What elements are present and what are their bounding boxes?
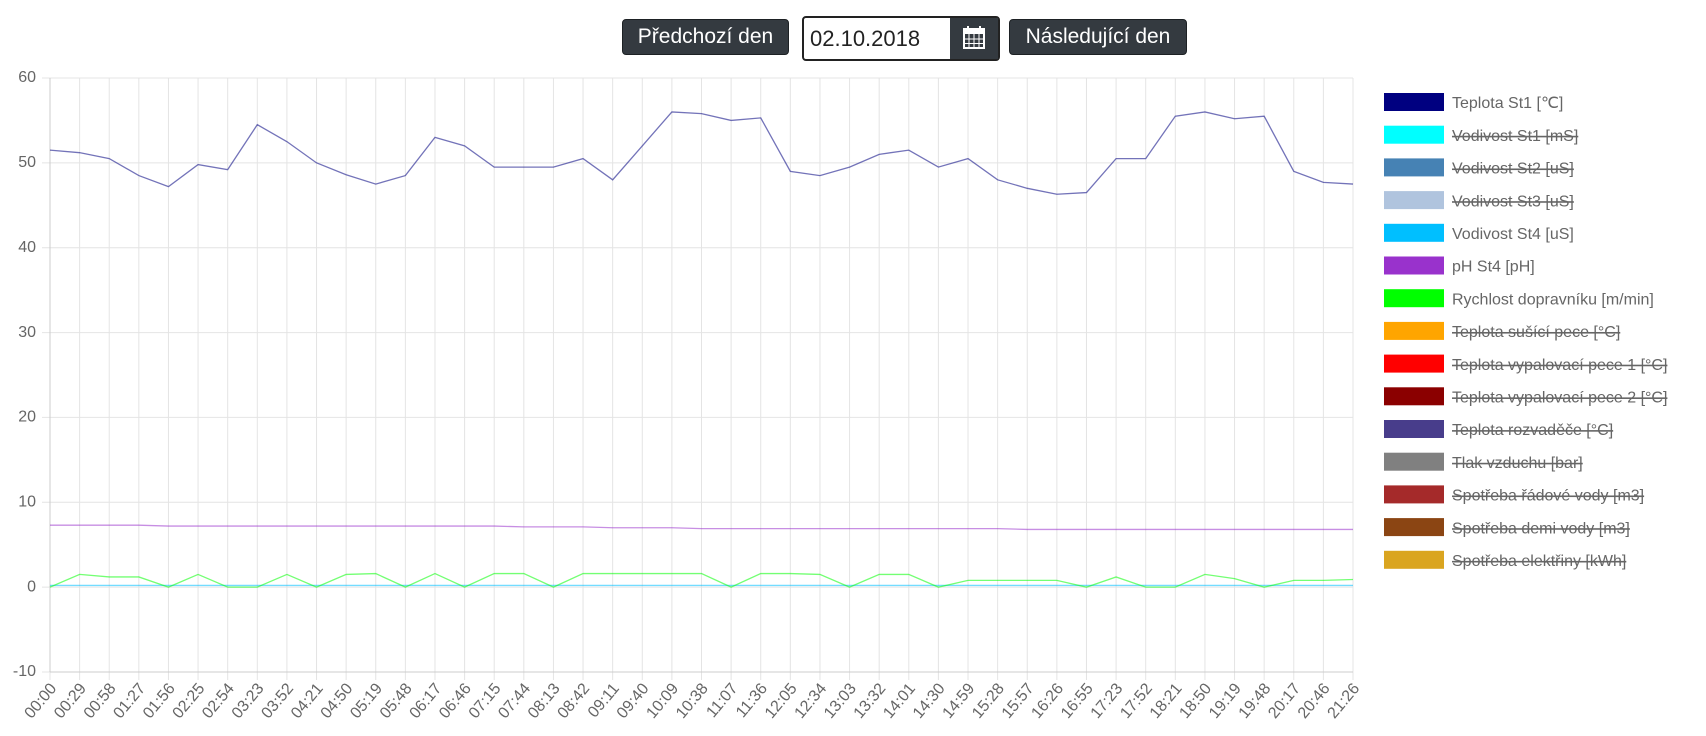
legend-label: Rychlost dopravníku [m/min] bbox=[1452, 291, 1654, 308]
x-tick-label: 04:50 bbox=[318, 680, 357, 722]
next-day-button[interactable]: Následující den bbox=[1009, 19, 1187, 55]
x-tick-label: 17:52 bbox=[1117, 680, 1156, 722]
legend-swatch bbox=[1384, 125, 1444, 144]
legend-label: Teplota vypalovací pece 1 [°C] bbox=[1452, 357, 1667, 374]
x-tick-label: 21:26 bbox=[1325, 680, 1364, 722]
x-tick-label: 05:48 bbox=[377, 680, 416, 722]
x-tick-label: 00:29 bbox=[51, 680, 90, 722]
legend-swatch bbox=[1384, 354, 1444, 373]
x-tick-label: 09:40 bbox=[614, 680, 653, 722]
legend-label: pH St4 [pH] bbox=[1452, 259, 1535, 276]
x-tick-label: 06:17 bbox=[407, 680, 446, 722]
x-tick-label: 02:25 bbox=[170, 680, 209, 722]
y-tick-label: 40 bbox=[18, 239, 36, 256]
x-tick-label: 00:00 bbox=[22, 680, 61, 722]
y-tick-label: -10 bbox=[13, 663, 36, 680]
x-tick-label: 18:21 bbox=[1147, 680, 1186, 722]
prev-day-button[interactable]: Předchozí den bbox=[622, 19, 789, 55]
series-line bbox=[49, 111, 1354, 195]
x-tick-label: 16:26 bbox=[1028, 680, 1067, 722]
x-tick-label: 03:23 bbox=[229, 680, 268, 722]
y-tick-label: 0 bbox=[27, 578, 36, 595]
legend-label: Teplota vypalovací pece 2 [°C] bbox=[1452, 390, 1667, 407]
x-tick-label: 10:09 bbox=[643, 680, 682, 722]
legend-swatch bbox=[1384, 256, 1444, 275]
x-tick-label: 05:19 bbox=[347, 680, 386, 722]
x-tick-label: 07:15 bbox=[466, 680, 505, 722]
legend-swatch bbox=[1384, 518, 1444, 537]
x-tick-label: 06:46 bbox=[436, 680, 475, 722]
legend-swatch bbox=[1384, 223, 1444, 242]
x-tick-label: 00:58 bbox=[81, 680, 120, 722]
legend-swatch bbox=[1384, 289, 1444, 308]
x-tick-label: 01:27 bbox=[110, 680, 149, 722]
x-tick-label: 15:57 bbox=[999, 680, 1038, 722]
legend-label: Teplota rozvaděče [°C] bbox=[1452, 422, 1613, 439]
legend-label: Teplota sušící pece [°C] bbox=[1452, 324, 1620, 341]
x-tick-label: 03:52 bbox=[258, 680, 297, 722]
legend-swatch bbox=[1384, 485, 1444, 504]
legend-label: Vodivost St4 [uS] bbox=[1452, 226, 1574, 243]
calendar-icon bbox=[963, 26, 985, 49]
x-tick-label: 11:07 bbox=[703, 680, 741, 721]
x-tick-label: 19:19 bbox=[1206, 680, 1245, 722]
legend-swatch bbox=[1384, 321, 1444, 340]
legend-label: Vodivost St2 [uS] bbox=[1452, 161, 1574, 178]
x-tick-label: 08:13 bbox=[525, 680, 564, 722]
x-tick-label: 10:38 bbox=[673, 680, 712, 722]
x-tick-label: 14:59 bbox=[940, 680, 979, 722]
x-tick-label: 08:42 bbox=[555, 680, 594, 722]
x-tick-label: 04:21 bbox=[288, 680, 327, 722]
x-tick-label: 15:28 bbox=[969, 680, 1008, 722]
calendar-button[interactable] bbox=[950, 18, 998, 59]
x-tick-label: 12:34 bbox=[791, 680, 830, 722]
y-tick-label: 10 bbox=[18, 494, 36, 511]
legend-swatch bbox=[1384, 420, 1444, 438]
x-tick-label: 16:55 bbox=[1058, 680, 1097, 722]
x-tick-label: 14:30 bbox=[910, 680, 949, 722]
x-tick-label: 02:54 bbox=[199, 680, 238, 722]
legend-swatch bbox=[1384, 387, 1444, 406]
y-tick-label: 60 bbox=[18, 69, 36, 86]
legend-label: Spotřeba demi vody [m3] bbox=[1452, 520, 1630, 537]
legend-label: Teplota St1 [℃] bbox=[1452, 95, 1563, 112]
legend-label: Vodivost St1 [mS] bbox=[1452, 128, 1578, 145]
y-tick-label: 20 bbox=[18, 409, 36, 426]
x-tick-label: 20:46 bbox=[1295, 680, 1334, 722]
y-tick-label: 50 bbox=[18, 154, 36, 171]
y-tick-label: 30 bbox=[18, 324, 36, 341]
date-value: 02.10.2018 bbox=[810, 26, 921, 51]
x-tick-label: 20:17 bbox=[1265, 680, 1304, 722]
x-tick-label: 18:50 bbox=[1176, 680, 1215, 722]
x-tick-label: 17:23 bbox=[1088, 680, 1127, 722]
x-tick-label: 01:56 bbox=[140, 680, 179, 722]
legend-swatch bbox=[1384, 93, 1444, 111]
legend-swatch bbox=[1384, 550, 1444, 569]
legend-label: Tlak vzduchu [bar] bbox=[1452, 455, 1583, 472]
legend-swatch bbox=[1384, 158, 1444, 177]
legend-swatch bbox=[1384, 452, 1444, 471]
date-input[interactable]: 02.10.2018 bbox=[802, 16, 1000, 61]
series-line bbox=[49, 572, 1354, 588]
x-tick-label: 13:03 bbox=[821, 680, 860, 722]
legend-label: Spotřeba elektřiny [kWh] bbox=[1452, 553, 1626, 570]
x-tick-label: 13:32 bbox=[851, 680, 890, 722]
series-line bbox=[50, 524, 1353, 531]
x-tick-label: 14:01 bbox=[880, 680, 919, 722]
legend-label: Vodivost St3 [uS] bbox=[1452, 193, 1574, 210]
x-tick-label: 12:05 bbox=[762, 680, 801, 722]
legend-swatch bbox=[1384, 191, 1444, 210]
legend-label: Spotřeba řádové vody [m3] bbox=[1452, 488, 1644, 505]
x-tick-label: 07:44 bbox=[495, 680, 534, 722]
x-tick-label: 19:48 bbox=[1236, 680, 1275, 722]
